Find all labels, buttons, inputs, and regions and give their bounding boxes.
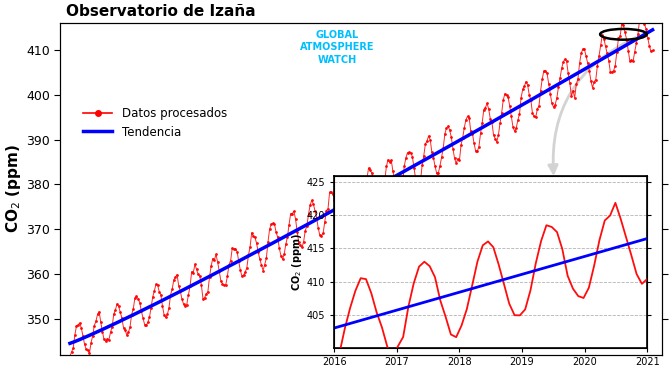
Y-axis label: CO$_2$ (ppm): CO$_2$ (ppm)	[4, 144, 23, 233]
Legend: Datos procesados, Tendencia: Datos procesados, Tendencia	[78, 102, 232, 143]
Text: GLOBAL
ATMOSPHERE
WATCH: GLOBAL ATMOSPHERE WATCH	[300, 30, 374, 64]
Text: Observatorio de Izaña: Observatorio de Izaña	[67, 4, 256, 19]
